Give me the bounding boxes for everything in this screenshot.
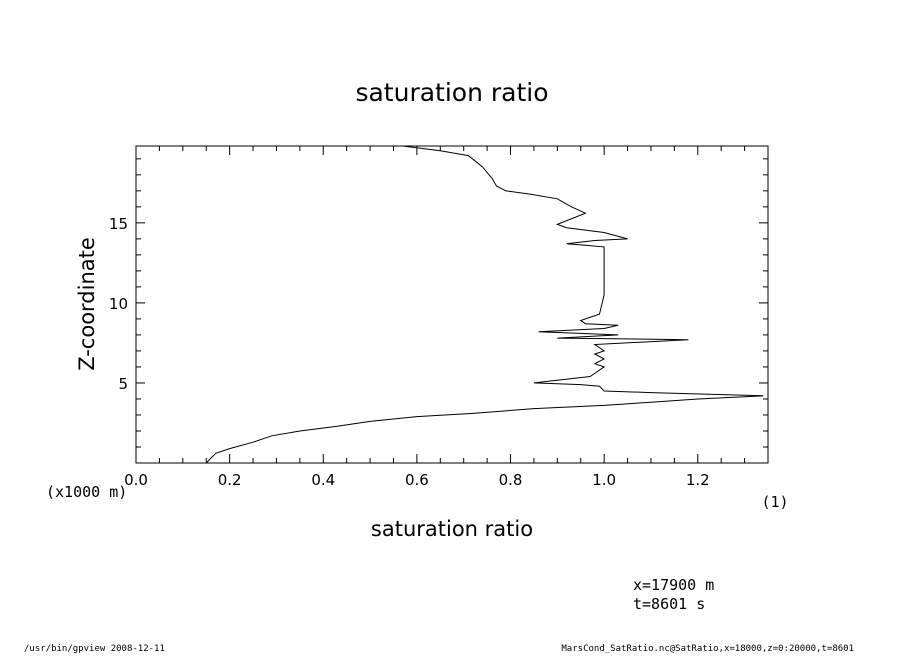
y-tick-label: 5 xyxy=(118,375,128,393)
x-tick-label: 0.4 xyxy=(311,471,335,489)
x-unit-note: (1) xyxy=(761,493,788,511)
y-tick-label: 10 xyxy=(109,295,128,313)
x-tick-label: 0.8 xyxy=(499,471,523,489)
x-tick-label: 0.2 xyxy=(218,471,242,489)
x-tick-label: 1.0 xyxy=(592,471,616,489)
footer-right: MarsCond_SatRatio.nc@SatRatio,x=18000,z=… xyxy=(561,644,854,654)
y-unit-note: (x1000 m) xyxy=(46,483,127,501)
x-tick-label: 0.6 xyxy=(405,471,429,489)
x-axis-label: saturation ratio xyxy=(371,517,533,541)
x-tick-label: 1.2 xyxy=(686,471,710,489)
plot-frame xyxy=(135,145,769,464)
x-tick-label: 0.0 xyxy=(124,471,148,489)
footer-left: /usr/bin/gpview 2008-12-11 xyxy=(24,644,165,654)
plot-area: 0.0 0.2 0.4 0.6 0.8 1.0 1.2 5 10 15 xyxy=(109,145,769,489)
coords-line-1: x=17900 m xyxy=(633,576,714,594)
y-tick-label: 15 xyxy=(109,215,128,233)
coords-line-2: t=8601 s xyxy=(633,595,705,613)
y-axis-label: Z-coordinate xyxy=(75,237,99,371)
chart-title: saturation ratio xyxy=(355,78,548,107)
series-line xyxy=(205,145,764,464)
